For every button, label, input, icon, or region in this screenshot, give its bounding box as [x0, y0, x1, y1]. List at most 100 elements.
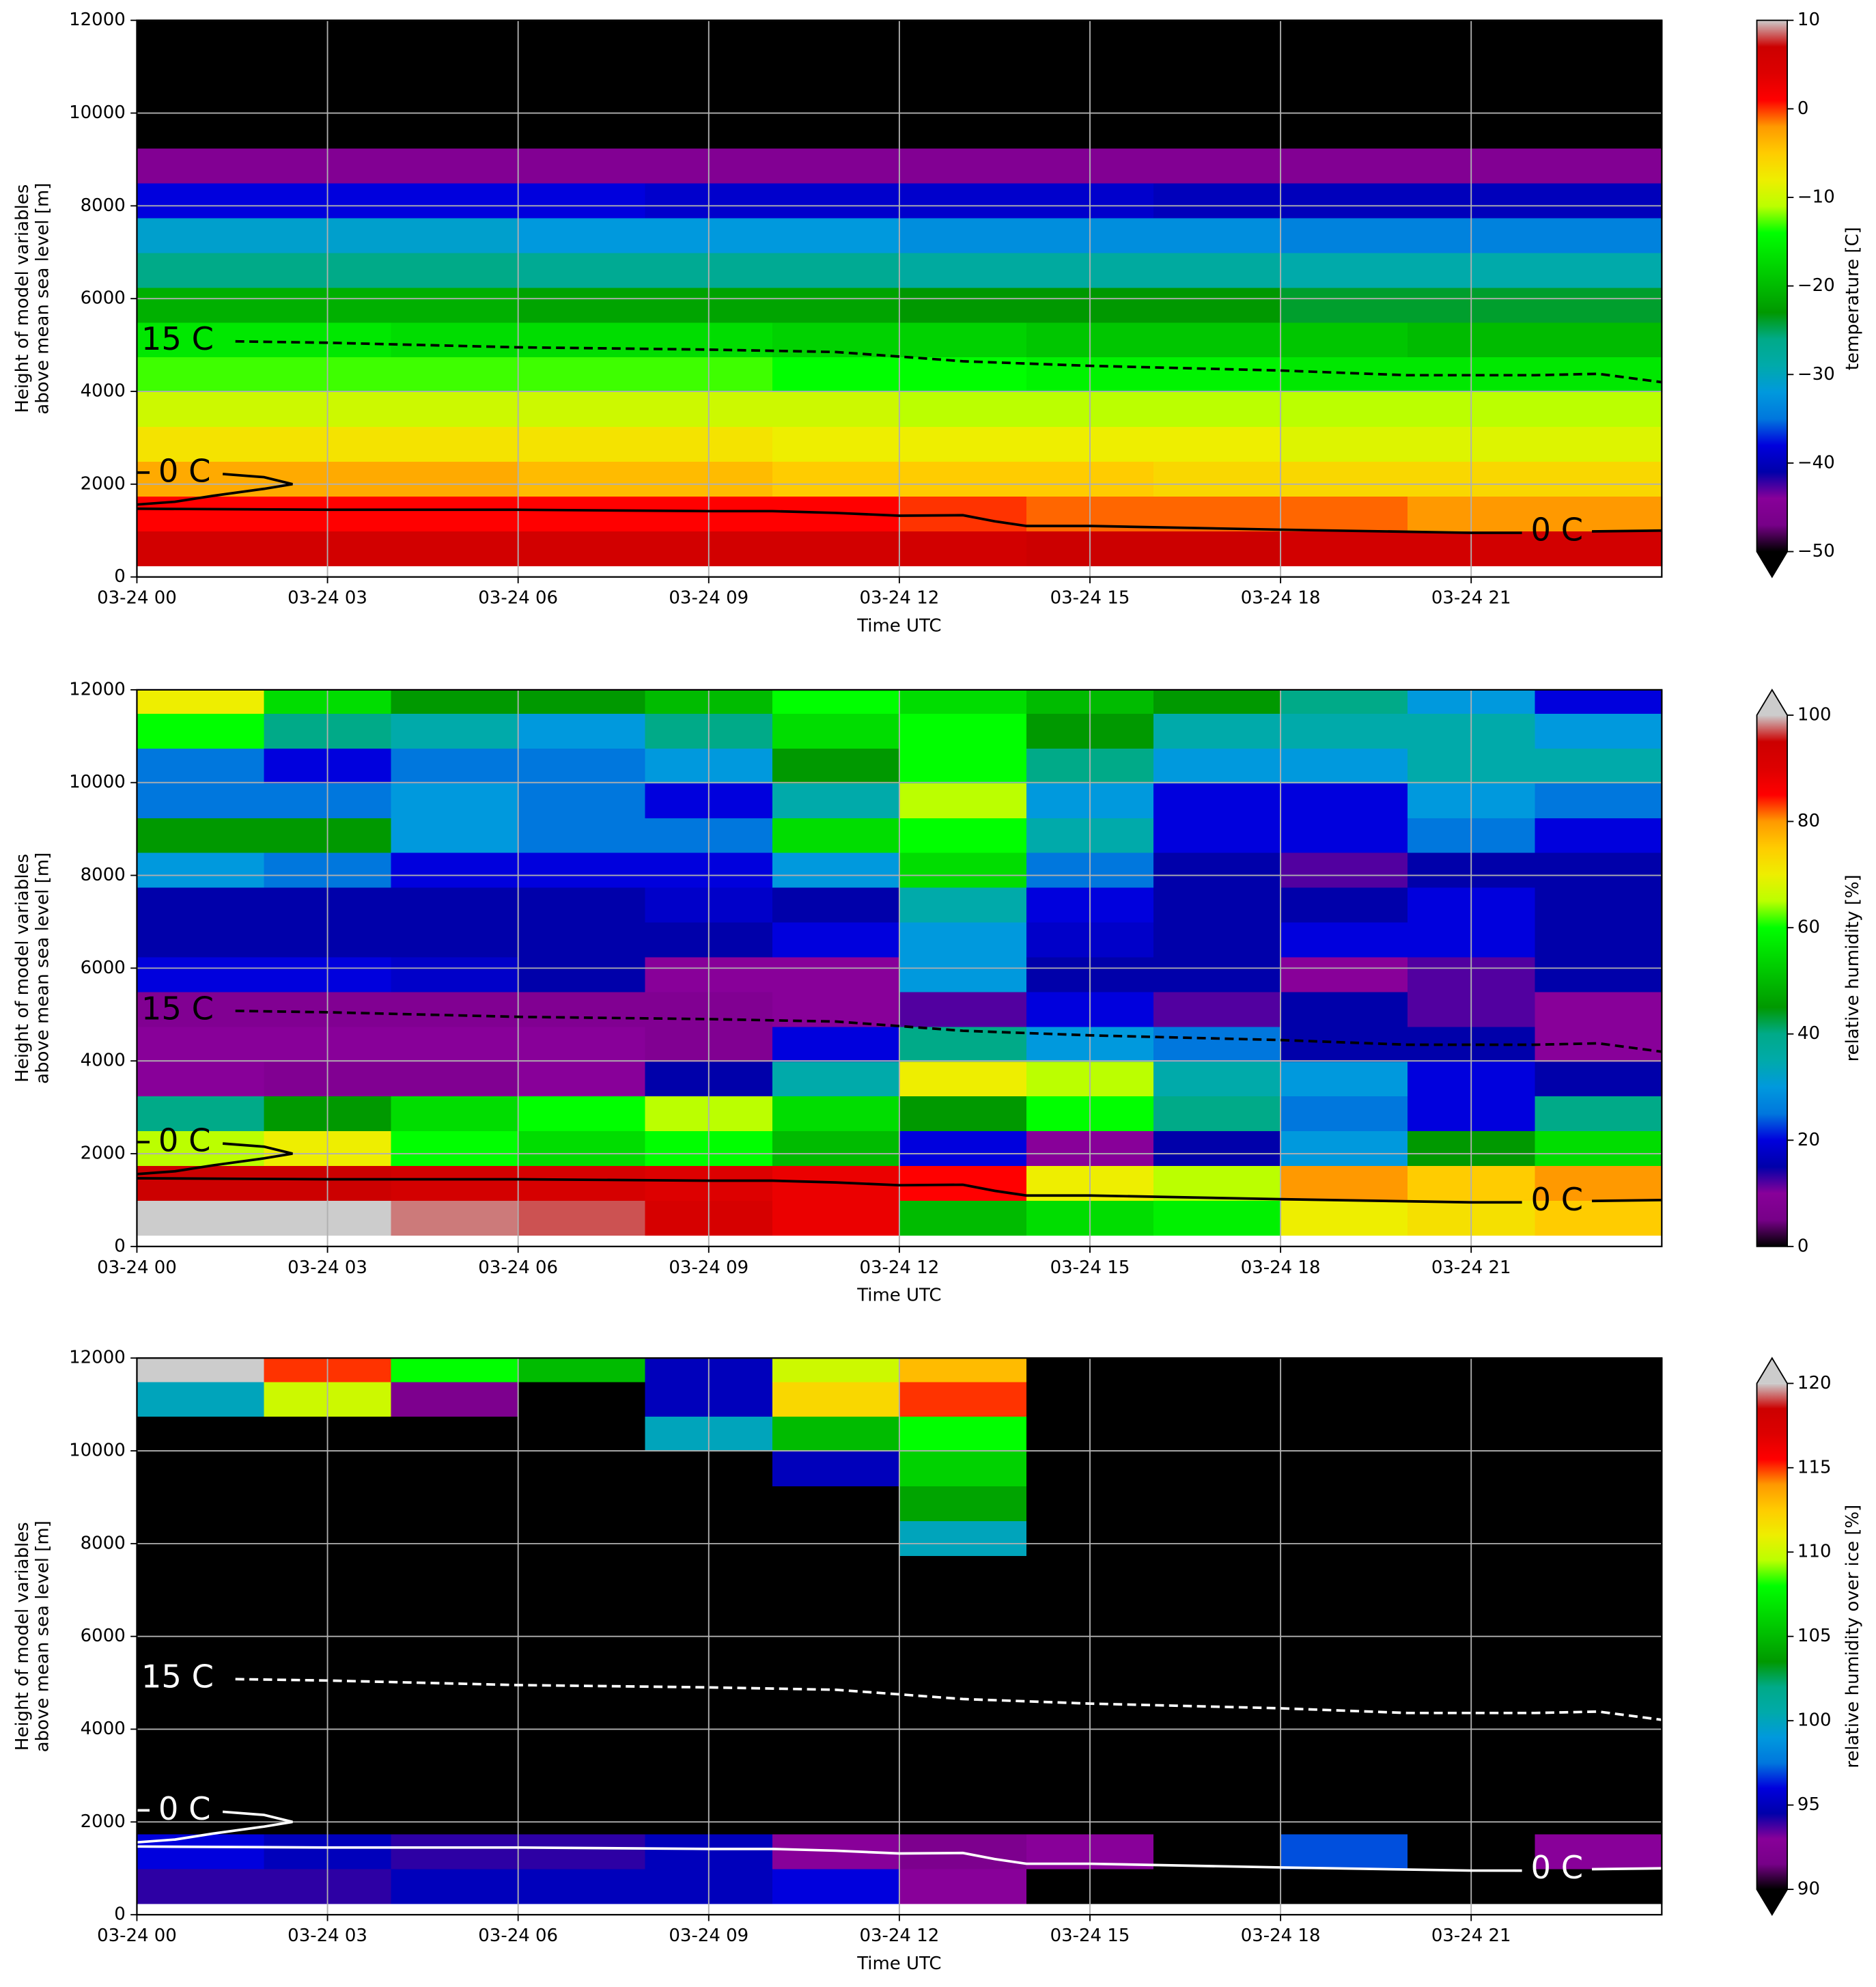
heatmap-cell — [518, 530, 646, 566]
x-tick-label: 03-24 12 — [860, 588, 940, 609]
heatmap-cell — [137, 1485, 265, 1522]
heatmap-cell — [1535, 1555, 1663, 1591]
colorbar-tick-label: −20 — [1797, 275, 1835, 296]
heatmap-cell — [1535, 1061, 1663, 1097]
heatmap-cell — [899, 712, 1028, 749]
heatmap-cell — [772, 1358, 901, 1382]
heatmap-cell — [1153, 1729, 1282, 1765]
heatmap-cell — [899, 1451, 1028, 1487]
heatmap-cell — [1535, 426, 1663, 462]
heatmap-cell — [1535, 1589, 1663, 1626]
heatmap-cell — [899, 887, 1028, 923]
heatmap-cell — [1535, 956, 1663, 992]
x-tick-label: 03-24 09 — [669, 1926, 748, 1946]
y-tick-label: 2000 — [81, 473, 126, 494]
heatmap-cell — [518, 1199, 646, 1236]
heatmap-cell — [772, 1624, 901, 1661]
heatmap-cell — [899, 287, 1028, 323]
heatmap-cell — [518, 1130, 646, 1167]
heatmap-cell — [137, 956, 265, 992]
x-tick-label: 03-24 00 — [97, 1926, 177, 1946]
heatmap-cell — [391, 956, 519, 992]
colorbar-tick-label: 100 — [1797, 705, 1832, 725]
heatmap-cell — [391, 1061, 519, 1097]
y-tick-label: 10000 — [69, 1441, 126, 1461]
heatmap-cell — [772, 1199, 901, 1236]
heatmap-cell — [1535, 747, 1663, 783]
heatmap-cell — [1153, 148, 1282, 184]
colorbar — [1756, 715, 1788, 1247]
heatmap-cell — [772, 1868, 901, 1904]
heatmap-cell — [1280, 956, 1409, 992]
heatmap-cell — [1535, 217, 1663, 253]
heatmap-cell — [137, 1694, 265, 1730]
heatmap-cell — [772, 426, 901, 462]
heatmap-cell — [1280, 357, 1409, 393]
heatmap-cell — [137, 113, 265, 149]
colorbar-extend-max — [1756, 689, 1788, 716]
heatmap-cell — [1153, 887, 1282, 923]
heatmap-cell — [899, 1485, 1028, 1522]
x-tick-label: 03-24 18 — [1241, 1257, 1321, 1278]
heatmap-cell — [1535, 357, 1663, 393]
heatmap-cell — [899, 20, 1028, 44]
heatmap-cell — [1280, 113, 1409, 149]
heatmap-cell — [772, 1026, 901, 1062]
contour-label: 15 C — [141, 1658, 214, 1695]
heatmap-cell — [899, 1555, 1028, 1591]
heatmap-cell — [899, 1061, 1028, 1097]
heatmap-cell — [391, 1555, 519, 1591]
x-tick-label: 03-24 03 — [288, 588, 367, 609]
colorbar-tick-label: 40 — [1797, 1023, 1820, 1044]
heatmap-cell — [772, 782, 901, 818]
colorbar-tick-label: 0 — [1797, 98, 1809, 119]
heatmap-cell — [1153, 1381, 1282, 1417]
heatmap-cell — [1153, 1555, 1282, 1591]
heatmap-cell — [772, 1061, 901, 1097]
colorbar-title: relative humidity over ice [%] — [1843, 1505, 1863, 1768]
heatmap-cell — [1280, 852, 1409, 888]
heatmap-cell — [137, 78, 265, 114]
heatmap-cell — [518, 1165, 646, 1201]
heatmap-cell — [1280, 1165, 1409, 1201]
contour-line — [235, 339, 1662, 384]
heatmap-cell — [518, 217, 646, 253]
heatmap-cell — [1280, 712, 1409, 749]
heatmap-cell — [1153, 1130, 1282, 1167]
heatmap-cell — [772, 1451, 901, 1487]
heatmap-cell — [137, 1833, 265, 1870]
heatmap-cell — [518, 1659, 646, 1695]
heatmap-cell — [518, 182, 646, 219]
heatmap-cell — [137, 530, 265, 566]
heatmap-cell — [391, 495, 519, 531]
panel: 03-24 00 03-24 03 03-24 06 03-24 09 03-24 12… — [12, 679, 1863, 1305]
heatmap-cell — [137, 991, 265, 1027]
heatmap-cell — [518, 1589, 646, 1626]
heatmap-cell — [1153, 782, 1282, 818]
x-tick-label: 03-24 21 — [1431, 588, 1511, 609]
heatmap-cell — [772, 1520, 901, 1556]
heatmap-cell — [137, 1659, 265, 1695]
heatmap-cell — [1280, 322, 1409, 358]
contour-line — [235, 1010, 1662, 1053]
colorbar-tick-label: 100 — [1797, 1710, 1832, 1731]
x-tick-label: 03-24 06 — [478, 1257, 558, 1278]
heatmap-cell — [518, 287, 646, 323]
heatmap-cell — [1280, 1659, 1409, 1695]
heatmap-cell — [899, 1729, 1028, 1765]
heatmap-cell — [899, 426, 1028, 462]
colorbar-tick-label: 115 — [1797, 1457, 1832, 1477]
heatmap-cell — [1280, 391, 1409, 428]
x-tick-label: 03-24 00 — [97, 1257, 177, 1278]
heatmap-cell — [1153, 1096, 1282, 1132]
y-tick-label: 4000 — [81, 381, 126, 402]
heatmap-cell — [1153, 460, 1282, 497]
heatmap-cell — [391, 991, 519, 1027]
heatmap-cell — [137, 287, 265, 323]
heatmap-cell — [137, 1416, 265, 1452]
colorbar-tick-label: 60 — [1797, 917, 1820, 938]
colorbar-tick-label: 0 — [1797, 1236, 1809, 1256]
heatmap-cell — [1280, 1694, 1409, 1730]
contour-line — [235, 1678, 1662, 1721]
heatmap-cell — [518, 817, 646, 853]
